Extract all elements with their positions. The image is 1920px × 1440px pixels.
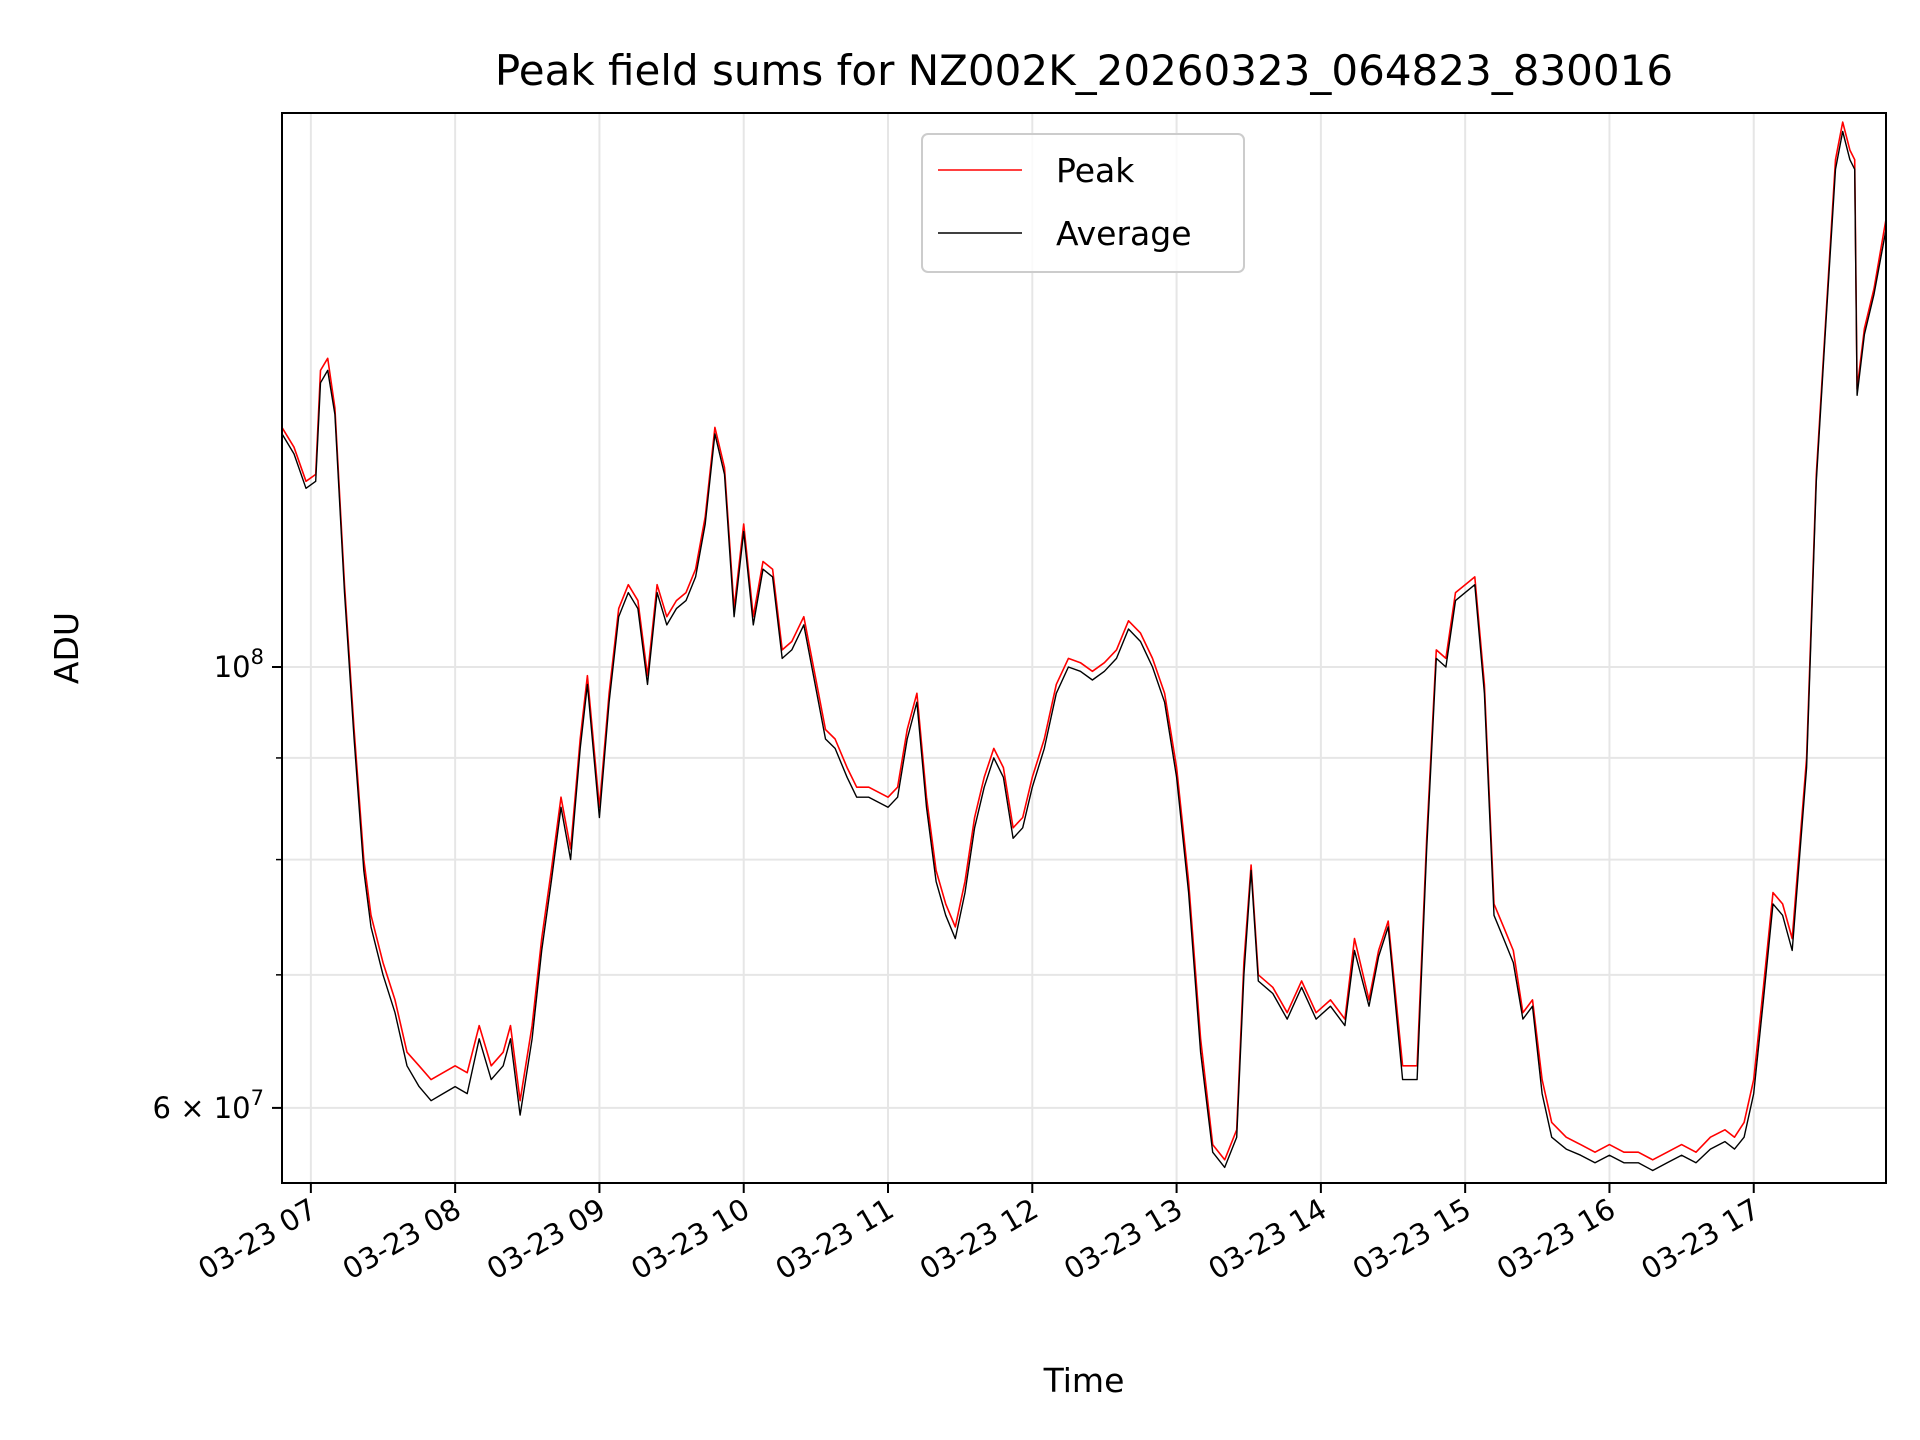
y-tick-base: 10 xyxy=(214,650,251,684)
grid xyxy=(282,113,1886,1183)
y-tick-exponent: 7 xyxy=(251,1086,264,1110)
legend-box xyxy=(921,133,1245,273)
y-axis: 108 6 × 107 xyxy=(153,645,282,1125)
plot-frame xyxy=(281,112,1887,1184)
legend-label-average: Average xyxy=(1056,214,1192,253)
x-axis-title: Time xyxy=(1043,1361,1125,1400)
chart-title: Peak field sums for NZ002K_20260323_0648… xyxy=(495,46,1673,95)
y-tick-label: 108 xyxy=(214,645,264,684)
series-line-average xyxy=(281,130,1887,1172)
legend: Peak Average xyxy=(921,133,1245,273)
y-axis-title: ADU xyxy=(47,612,86,684)
series-layer xyxy=(281,121,1887,1172)
y-tick-exponent: 8 xyxy=(251,645,264,669)
y-tick-label: 6 × 107 xyxy=(153,1086,264,1125)
y-tick-base: 6 × 10 xyxy=(153,1091,251,1125)
legend-label-peak: Peak xyxy=(1056,151,1135,190)
series-line-peak xyxy=(281,121,1887,1161)
